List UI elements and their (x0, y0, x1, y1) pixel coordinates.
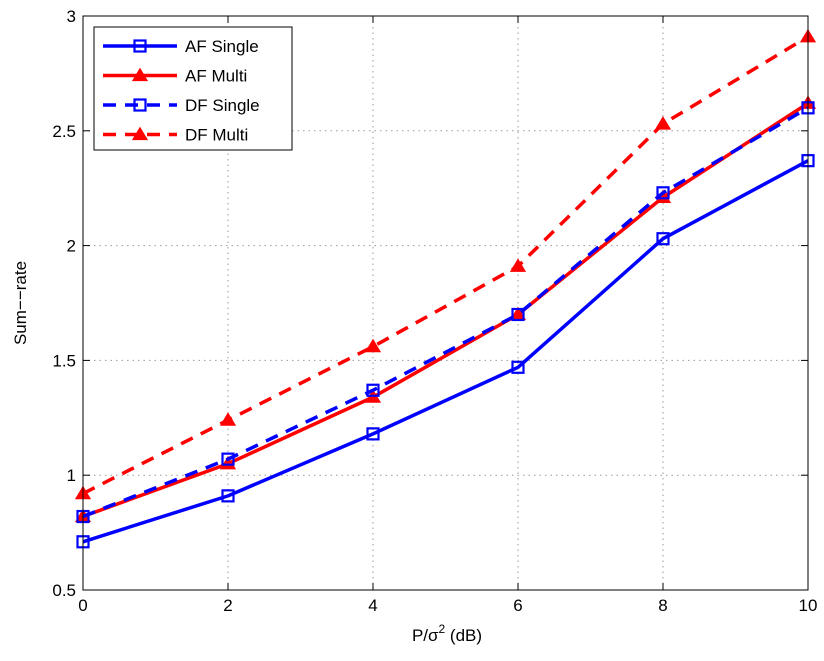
data-point-marker (221, 489, 235, 503)
data-point-marker (131, 126, 149, 141)
x-tick-label: 10 (799, 596, 818, 615)
legend-item: DF Multi (103, 126, 248, 145)
data-point-marker (131, 67, 149, 82)
y-tick-label: 2.5 (52, 122, 76, 141)
y-tick-label: 1 (67, 466, 76, 485)
data-point-marker (511, 360, 525, 374)
legend: AF Single AF Multi DF Single DF Multi (93, 26, 293, 151)
x-tick-label: 0 (78, 596, 87, 615)
legend-label: DF Single (185, 96, 260, 115)
legend-item: AF Multi (103, 67, 247, 86)
y-tick-label: 3 (67, 7, 76, 26)
series-df-single (76, 101, 815, 524)
grid (83, 16, 808, 590)
x-axis-label-suffix: (dB) (445, 626, 482, 645)
data-point-marker (366, 427, 380, 441)
data-point-marker (221, 452, 235, 466)
series-layer (74, 28, 817, 549)
data-point-marker (654, 116, 672, 130)
ticks: 0 2 4 6 8 10 0.5 1 1.5 2 2.5 3 (52, 7, 817, 615)
data-point-marker (364, 338, 382, 353)
data-point-marker (509, 258, 527, 272)
x-tick-label: 2 (223, 596, 232, 615)
legend-label: AF Single (185, 37, 259, 56)
series-line (82, 101, 809, 519)
legend-item: DF Single (103, 96, 260, 115)
data-point-marker (133, 39, 147, 53)
y-tick-label: 0.5 (52, 581, 76, 600)
data-point-marker (133, 98, 147, 112)
x-axis-label-superscript: 2 (439, 622, 446, 636)
data-point-marker (656, 186, 670, 200)
y-tick-label: 2 (67, 237, 76, 256)
data-point-marker (366, 383, 380, 397)
x-tick-label: 6 (513, 596, 522, 615)
data-point-marker (656, 232, 670, 246)
data-point-marker (219, 412, 237, 426)
series-line (82, 35, 809, 496)
x-axis-label: P/σ2 (dB) (412, 622, 482, 645)
x-axis-label-base: P/σ (412, 626, 439, 645)
y-axis-label: Sum−−rate (11, 261, 30, 345)
legend-label: DF Multi (185, 126, 248, 145)
series-line (82, 159, 809, 544)
data-point-marker (219, 455, 237, 470)
y-tick-label: 1.5 (52, 351, 76, 370)
x-tick-label: 8 (658, 596, 667, 615)
x-tick-label: 4 (368, 596, 377, 615)
plot-frame (82, 15, 809, 591)
data-point-marker (511, 307, 525, 322)
legend-item: AF Single (103, 37, 259, 56)
series-line (82, 106, 809, 519)
legend-label: AF Multi (185, 67, 247, 86)
